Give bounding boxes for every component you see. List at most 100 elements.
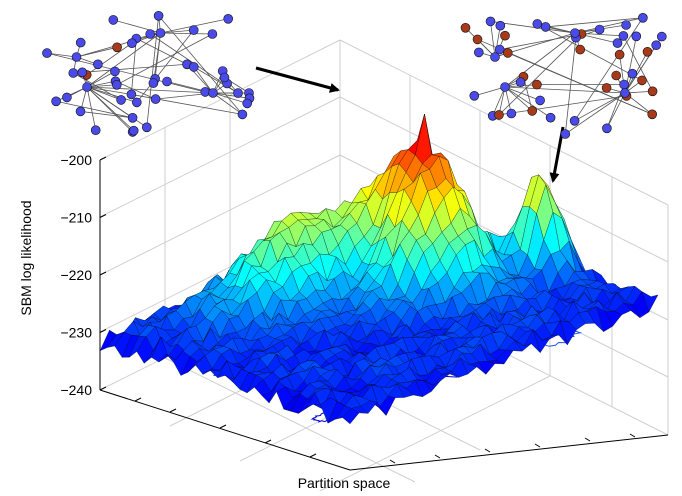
network-node	[243, 99, 252, 108]
floor-tick	[310, 454, 316, 457]
network-node	[486, 17, 495, 26]
network-node	[62, 93, 71, 102]
network-node	[76, 107, 85, 116]
network-node	[474, 48, 483, 57]
network-node	[648, 87, 657, 96]
floor-tick	[220, 425, 226, 428]
network-node	[621, 89, 630, 98]
network-node	[78, 68, 87, 77]
network-node	[613, 39, 622, 48]
floor-tick	[585, 438, 590, 441]
y-axis-label: SBM log likelihood	[18, 200, 34, 315]
x-axis-label: Partition space	[298, 475, 391, 491]
network-node	[657, 32, 666, 41]
network-node	[110, 67, 119, 76]
network-edge	[575, 18, 643, 33]
network-node	[638, 76, 647, 85]
network-node	[112, 80, 121, 89]
floor-tick	[535, 444, 540, 447]
network-node	[189, 62, 198, 71]
z-tick-mark	[100, 387, 106, 390]
network-node	[602, 124, 611, 133]
arrow-to-global-peak	[256, 68, 338, 90]
network-node	[127, 39, 136, 48]
network-node	[638, 13, 647, 22]
z-tick-label: −240	[60, 382, 92, 398]
network-node	[113, 43, 122, 52]
network-node	[109, 15, 118, 24]
network-node	[507, 109, 516, 118]
network-inset-left	[43, 11, 255, 136]
network-node	[234, 89, 243, 98]
floor-tick	[630, 434, 635, 437]
network-node	[473, 35, 482, 44]
network-edge	[73, 64, 187, 73]
z-tick-mark	[100, 272, 106, 275]
network-node	[461, 23, 470, 32]
network-node	[83, 83, 92, 92]
z-tick-label: −210	[60, 210, 92, 226]
network-node	[146, 30, 155, 39]
network-node	[238, 110, 247, 119]
network-edge	[490, 21, 495, 57]
network-node	[532, 80, 541, 89]
network-node	[151, 95, 160, 104]
network-node	[533, 19, 542, 28]
network-node	[470, 91, 479, 100]
network-node	[536, 96, 545, 105]
z-tick-label: −230	[60, 325, 92, 341]
network-node	[149, 79, 158, 88]
network-edge	[500, 34, 582, 50]
network-node	[546, 113, 555, 122]
network-node	[142, 123, 151, 132]
network-node	[76, 38, 85, 47]
z-tick-label: −200	[60, 152, 92, 168]
network-node	[69, 69, 78, 78]
network-node	[117, 95, 126, 104]
network-node	[43, 49, 52, 58]
network-node	[620, 80, 629, 89]
network-node	[93, 60, 102, 69]
network-node	[154, 11, 163, 20]
network-node	[595, 25, 604, 34]
network-node	[619, 31, 628, 40]
network-node	[612, 71, 621, 80]
network-node	[501, 83, 510, 92]
network-node	[72, 53, 81, 62]
network-node	[209, 89, 218, 98]
floor-tick	[435, 455, 440, 458]
network-node	[648, 110, 657, 119]
floor-tick	[135, 398, 141, 401]
network-node	[628, 69, 637, 78]
network-node	[163, 77, 172, 86]
network-node	[652, 41, 661, 50]
network-node	[91, 126, 100, 135]
network-node	[127, 90, 136, 99]
network-node	[129, 126, 138, 135]
network-node	[622, 21, 631, 30]
z-tick-label: −220	[60, 267, 92, 283]
network-edge	[213, 93, 250, 98]
network-node	[496, 21, 505, 30]
network-node	[528, 106, 537, 115]
network-node	[189, 26, 198, 35]
floor-tick	[170, 409, 176, 412]
z-tick-mark	[100, 157, 106, 160]
network-edge	[505, 87, 532, 111]
network-node	[615, 50, 624, 59]
network-node	[561, 130, 570, 139]
network-node	[208, 30, 217, 39]
floor-tick	[390, 460, 395, 463]
network-node	[156, 29, 165, 38]
network-node	[602, 83, 611, 92]
network-edge	[505, 33, 575, 87]
network-node	[541, 22, 550, 31]
network-node	[52, 97, 61, 106]
network-edge	[161, 33, 213, 34]
floor-tick	[265, 440, 271, 443]
z-ticks: −200 −210 −220 −230 −240	[60, 152, 106, 398]
network-node	[516, 78, 525, 87]
network-node	[571, 29, 580, 38]
